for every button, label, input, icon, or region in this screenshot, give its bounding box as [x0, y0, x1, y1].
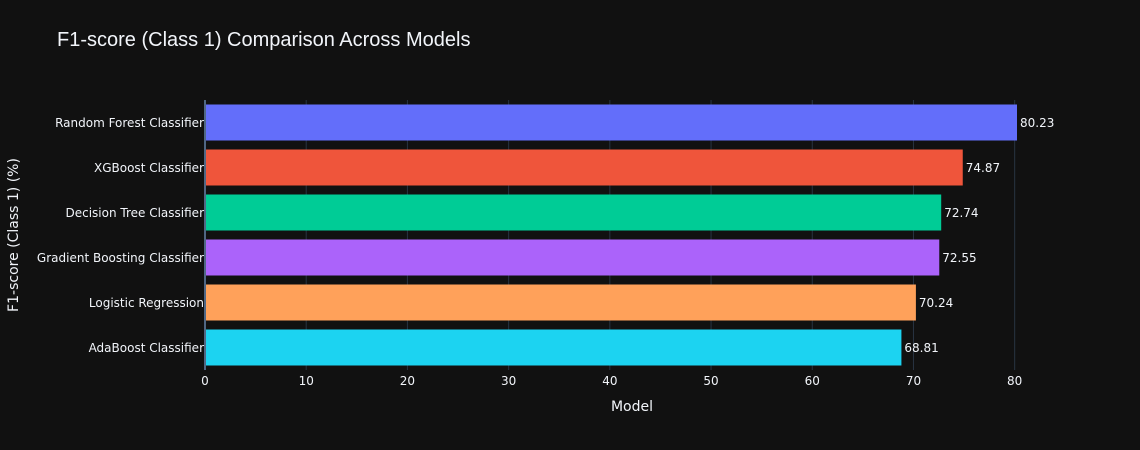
- y-tick-label: Decision Tree Classifier: [66, 206, 205, 220]
- y-tick-label: XGBoost Classifier: [94, 161, 204, 175]
- x-axis-title: Model: [611, 399, 653, 415]
- y-tick-label: Logistic Regression: [89, 296, 204, 310]
- y-tick-label: Gradient Boosting Classifier: [37, 251, 204, 265]
- bar[interactable]: [205, 194, 942, 231]
- gridlines: [305, 100, 1016, 370]
- x-tick-label: 0: [201, 374, 209, 388]
- x-tick-label: 30: [501, 374, 516, 388]
- bar-value-label: 72.74: [944, 206, 978, 220]
- axes: 0 10 20 30 40 50 60 70 80: [201, 100, 1022, 388]
- y-tick-label: AdaBoost Classifier: [89, 341, 205, 355]
- bar-value-label: 68.81: [904, 341, 938, 355]
- bar-value-label: 72.55: [942, 251, 976, 265]
- x-tick-label: 50: [703, 374, 718, 388]
- x-tick-label: 80: [1007, 374, 1022, 388]
- y-tick-label: Random Forest Classifier: [55, 116, 204, 130]
- x-tick-label: 20: [400, 374, 415, 388]
- x-tick-label: 70: [906, 374, 921, 388]
- x-tick-label: 10: [299, 374, 314, 388]
- x-tick-label: 40: [602, 374, 617, 388]
- x-tick-label: 60: [805, 374, 820, 388]
- bar[interactable]: [205, 329, 902, 366]
- bar[interactable]: [205, 104, 1017, 141]
- bar-value-label: 70.24: [919, 296, 953, 310]
- bar[interactable]: [205, 284, 916, 321]
- bar[interactable]: [205, 239, 940, 276]
- bar-value-label: 74.87: [966, 161, 1000, 175]
- bar[interactable]: [205, 149, 963, 186]
- y-axis-title: F1-score (Class 1) (%): [6, 158, 22, 312]
- labels: 68.81 AdaBoost Classifier 70.24 Logistic Re…: [37, 116, 1054, 355]
- bar-value-label: 80.23: [1020, 116, 1054, 130]
- bars: [205, 104, 1017, 366]
- chart-title: F1-score (Class 1) Comparison Across Mod…: [57, 29, 471, 51]
